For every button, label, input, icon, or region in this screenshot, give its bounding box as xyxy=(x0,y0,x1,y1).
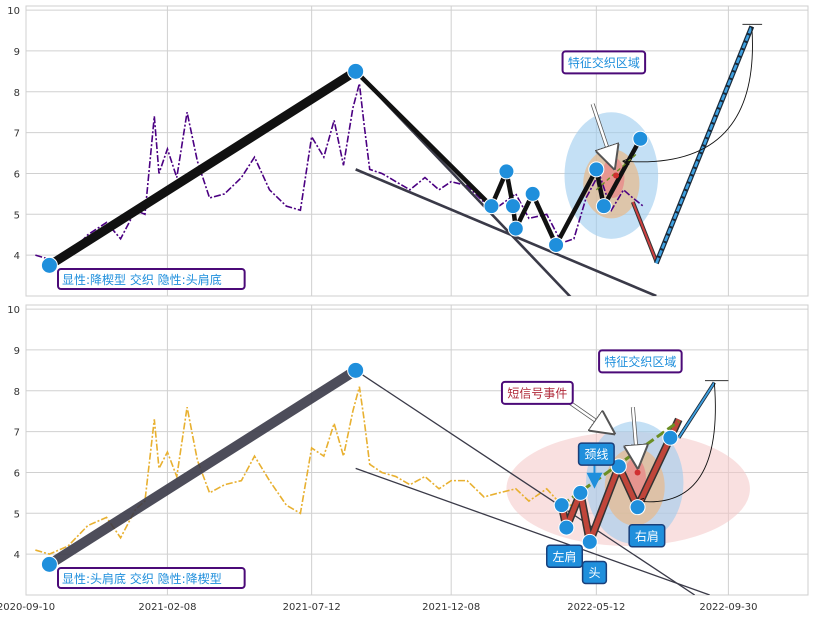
y-tick-label: 5 xyxy=(14,509,20,520)
wedge-trend-line xyxy=(355,369,696,595)
pattern-marker xyxy=(347,62,365,80)
pattern-marker xyxy=(504,198,521,215)
right-shoulder-label: 右肩 xyxy=(628,524,666,548)
y-tick-label: 9 xyxy=(14,47,20,58)
wedge-trend-line xyxy=(355,168,657,296)
pattern-marker xyxy=(524,185,541,202)
neckline-label-box xyxy=(577,442,615,466)
feature-label-text: 特征交织区域 xyxy=(568,55,640,70)
pattern-marker xyxy=(629,499,646,516)
feature-label: 特征交织区域 xyxy=(598,349,683,374)
bottom-panel: 4 5 6 7 8 9 10 2020-09-10 2021-02-08 2021-07-12 20… xyxy=(0,304,809,613)
pattern-summary-box xyxy=(57,268,246,290)
left-shoulder-label: 左肩 xyxy=(545,544,584,568)
y-tick-label: 10 xyxy=(7,305,20,316)
pattern-summary-text: 显性:头肩底 交织 隐性:降楔型 xyxy=(62,571,222,586)
y-tick-label: 10 xyxy=(7,6,20,17)
feature-arrow xyxy=(591,103,614,165)
short-signal-label: 短信号事件 xyxy=(500,380,574,405)
head-label-text: 头 xyxy=(588,566,600,580)
pattern-zigzag xyxy=(354,69,643,248)
price-series-line xyxy=(35,83,644,261)
x-tick-label: 2021-07-12 xyxy=(283,602,341,613)
pattern-marker xyxy=(347,361,365,379)
pattern-marker xyxy=(558,519,575,536)
pattern-marker xyxy=(553,497,570,514)
curved-arrow xyxy=(624,26,753,161)
short-signal-label-text: 短信号事件 xyxy=(507,386,567,400)
y-tick-label: 7 xyxy=(14,129,20,140)
x-tick-label: 2021-02-08 xyxy=(138,602,196,613)
y-tick-label: 5 xyxy=(14,210,20,221)
pattern-marker xyxy=(40,256,58,274)
pattern-marker xyxy=(572,484,589,501)
head-label-box xyxy=(581,560,608,585)
right-shoulder-label-text: 右肩 xyxy=(635,528,659,543)
head-label: 头 xyxy=(581,560,608,585)
feature-label: 特征交织区域 xyxy=(561,50,647,75)
pattern-marker xyxy=(507,220,524,237)
right-shoulder-label-box xyxy=(628,524,666,548)
x-tick-label: 2020-09-10 xyxy=(0,602,55,613)
x-tick-label: 2021-12-08 xyxy=(422,602,480,613)
plot-area xyxy=(25,5,809,297)
target-line xyxy=(678,382,716,439)
x-tick-label: 2022-05-12 xyxy=(567,602,625,613)
feature-arrow xyxy=(633,407,638,464)
pattern-marker xyxy=(588,161,605,178)
short-path xyxy=(631,201,658,262)
x-tick-label: 2022-09-30 xyxy=(699,602,757,613)
feature-label-box xyxy=(598,349,683,374)
curved-arrow xyxy=(638,382,716,502)
left-shoulder-label-box xyxy=(545,544,584,568)
y-tick-label: 9 xyxy=(14,346,20,357)
left-shoulder-label-text: 左肩 xyxy=(552,549,576,564)
wedge-trend-line xyxy=(355,467,710,595)
feature-label-text: 特征交织区域 xyxy=(604,354,676,369)
y-tick-label: 4 xyxy=(14,251,20,262)
y-tick-label: 8 xyxy=(14,387,20,398)
neckline-label: 颈线 xyxy=(577,442,615,466)
y-tick-label: 6 xyxy=(14,169,20,180)
neckline-dashed xyxy=(595,152,639,191)
pattern-leg-thick xyxy=(44,365,361,570)
pattern-marker xyxy=(662,429,679,446)
feature-center-dot xyxy=(613,172,620,179)
short-signal-arrow xyxy=(563,397,612,432)
y-tick-label: 4 xyxy=(14,550,20,561)
pattern-summary-box xyxy=(57,567,246,589)
pattern-marker xyxy=(581,533,598,550)
short-signal-label-box xyxy=(500,380,574,405)
pattern-marker xyxy=(548,236,565,253)
target-line xyxy=(655,25,754,264)
y-tick-label: 7 xyxy=(14,428,20,439)
pattern-summary-label: 显性:头肩底 交织 隐性:降楔型 xyxy=(57,567,246,589)
pattern-marker xyxy=(498,163,515,180)
pattern-summary-text: 显性:降楔型 交织 隐性:头肩底 xyxy=(62,272,222,287)
pattern-summary-label: 显性:降楔型 交织 隐性:头肩底 xyxy=(57,268,246,290)
pattern-leg-thick xyxy=(44,66,361,270)
plot-layer-top xyxy=(35,23,763,296)
y-tick-label: 6 xyxy=(14,468,20,479)
neckline-label-text: 颈线 xyxy=(584,448,608,462)
pattern-marker xyxy=(483,198,500,215)
pattern-marker xyxy=(595,198,612,215)
pattern-marker xyxy=(632,130,649,147)
pattern-marker xyxy=(40,555,58,573)
feature-center-dot xyxy=(634,469,641,476)
y-tick-label: 8 xyxy=(14,88,20,99)
feature-label-box xyxy=(561,50,647,75)
